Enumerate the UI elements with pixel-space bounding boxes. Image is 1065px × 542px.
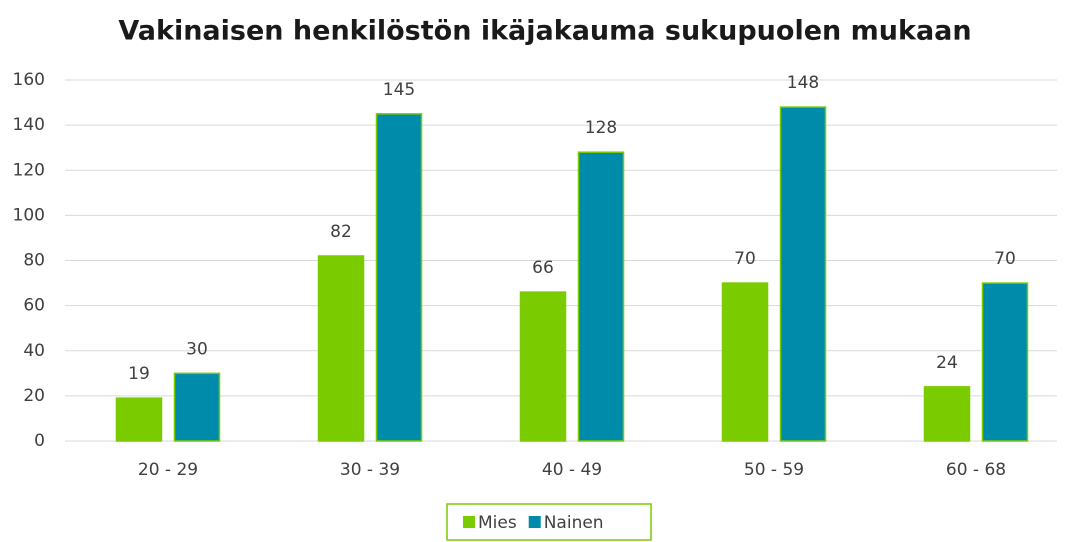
bar [115, 397, 163, 442]
bar [317, 255, 365, 442]
y-tick-label: 60 [23, 296, 45, 316]
y-tick-label: 0 [34, 431, 45, 451]
data-label: 148 [787, 73, 819, 93]
legend-label: Nainen [544, 513, 604, 533]
bar [923, 386, 971, 442]
y-tick-label: 140 [13, 115, 45, 135]
bar [779, 106, 827, 442]
y-tick-label: 40 [23, 341, 45, 361]
x-tick-label: 60 - 68 [946, 460, 1006, 480]
data-label: 19 [128, 364, 150, 384]
data-label: 128 [585, 118, 617, 138]
y-tick-label: 120 [13, 160, 45, 180]
legend-label: Mies [478, 513, 517, 533]
data-label: 24 [936, 353, 958, 373]
y-tick-label: 20 [23, 386, 45, 406]
data-label: 70 [994, 249, 1016, 269]
x-tick-label: 40 - 49 [542, 460, 602, 480]
x-tick-label: 30 - 39 [340, 460, 400, 480]
data-label: 145 [383, 80, 415, 100]
data-label: 70 [734, 249, 756, 269]
legend-box [446, 503, 652, 541]
y-tick-label: 160 [13, 70, 45, 90]
data-label: 30 [186, 339, 208, 359]
legend-swatch [463, 516, 475, 528]
x-tick-label: 50 - 59 [744, 460, 804, 480]
x-tick-label: 20 - 29 [138, 460, 198, 480]
y-tick-label: 100 [13, 205, 45, 225]
y-tick-label: 80 [23, 251, 45, 271]
bar [173, 372, 221, 442]
chart-title: Vakinaisen henkilöstön ikäjakauma sukupu… [118, 16, 971, 47]
bar [981, 282, 1029, 442]
bar [519, 291, 567, 442]
data-label: 66 [532, 258, 554, 278]
data-label: 82 [330, 222, 352, 242]
bar [375, 113, 423, 442]
legend-swatch [528, 516, 541, 528]
bar [577, 151, 625, 442]
bar [721, 282, 769, 442]
